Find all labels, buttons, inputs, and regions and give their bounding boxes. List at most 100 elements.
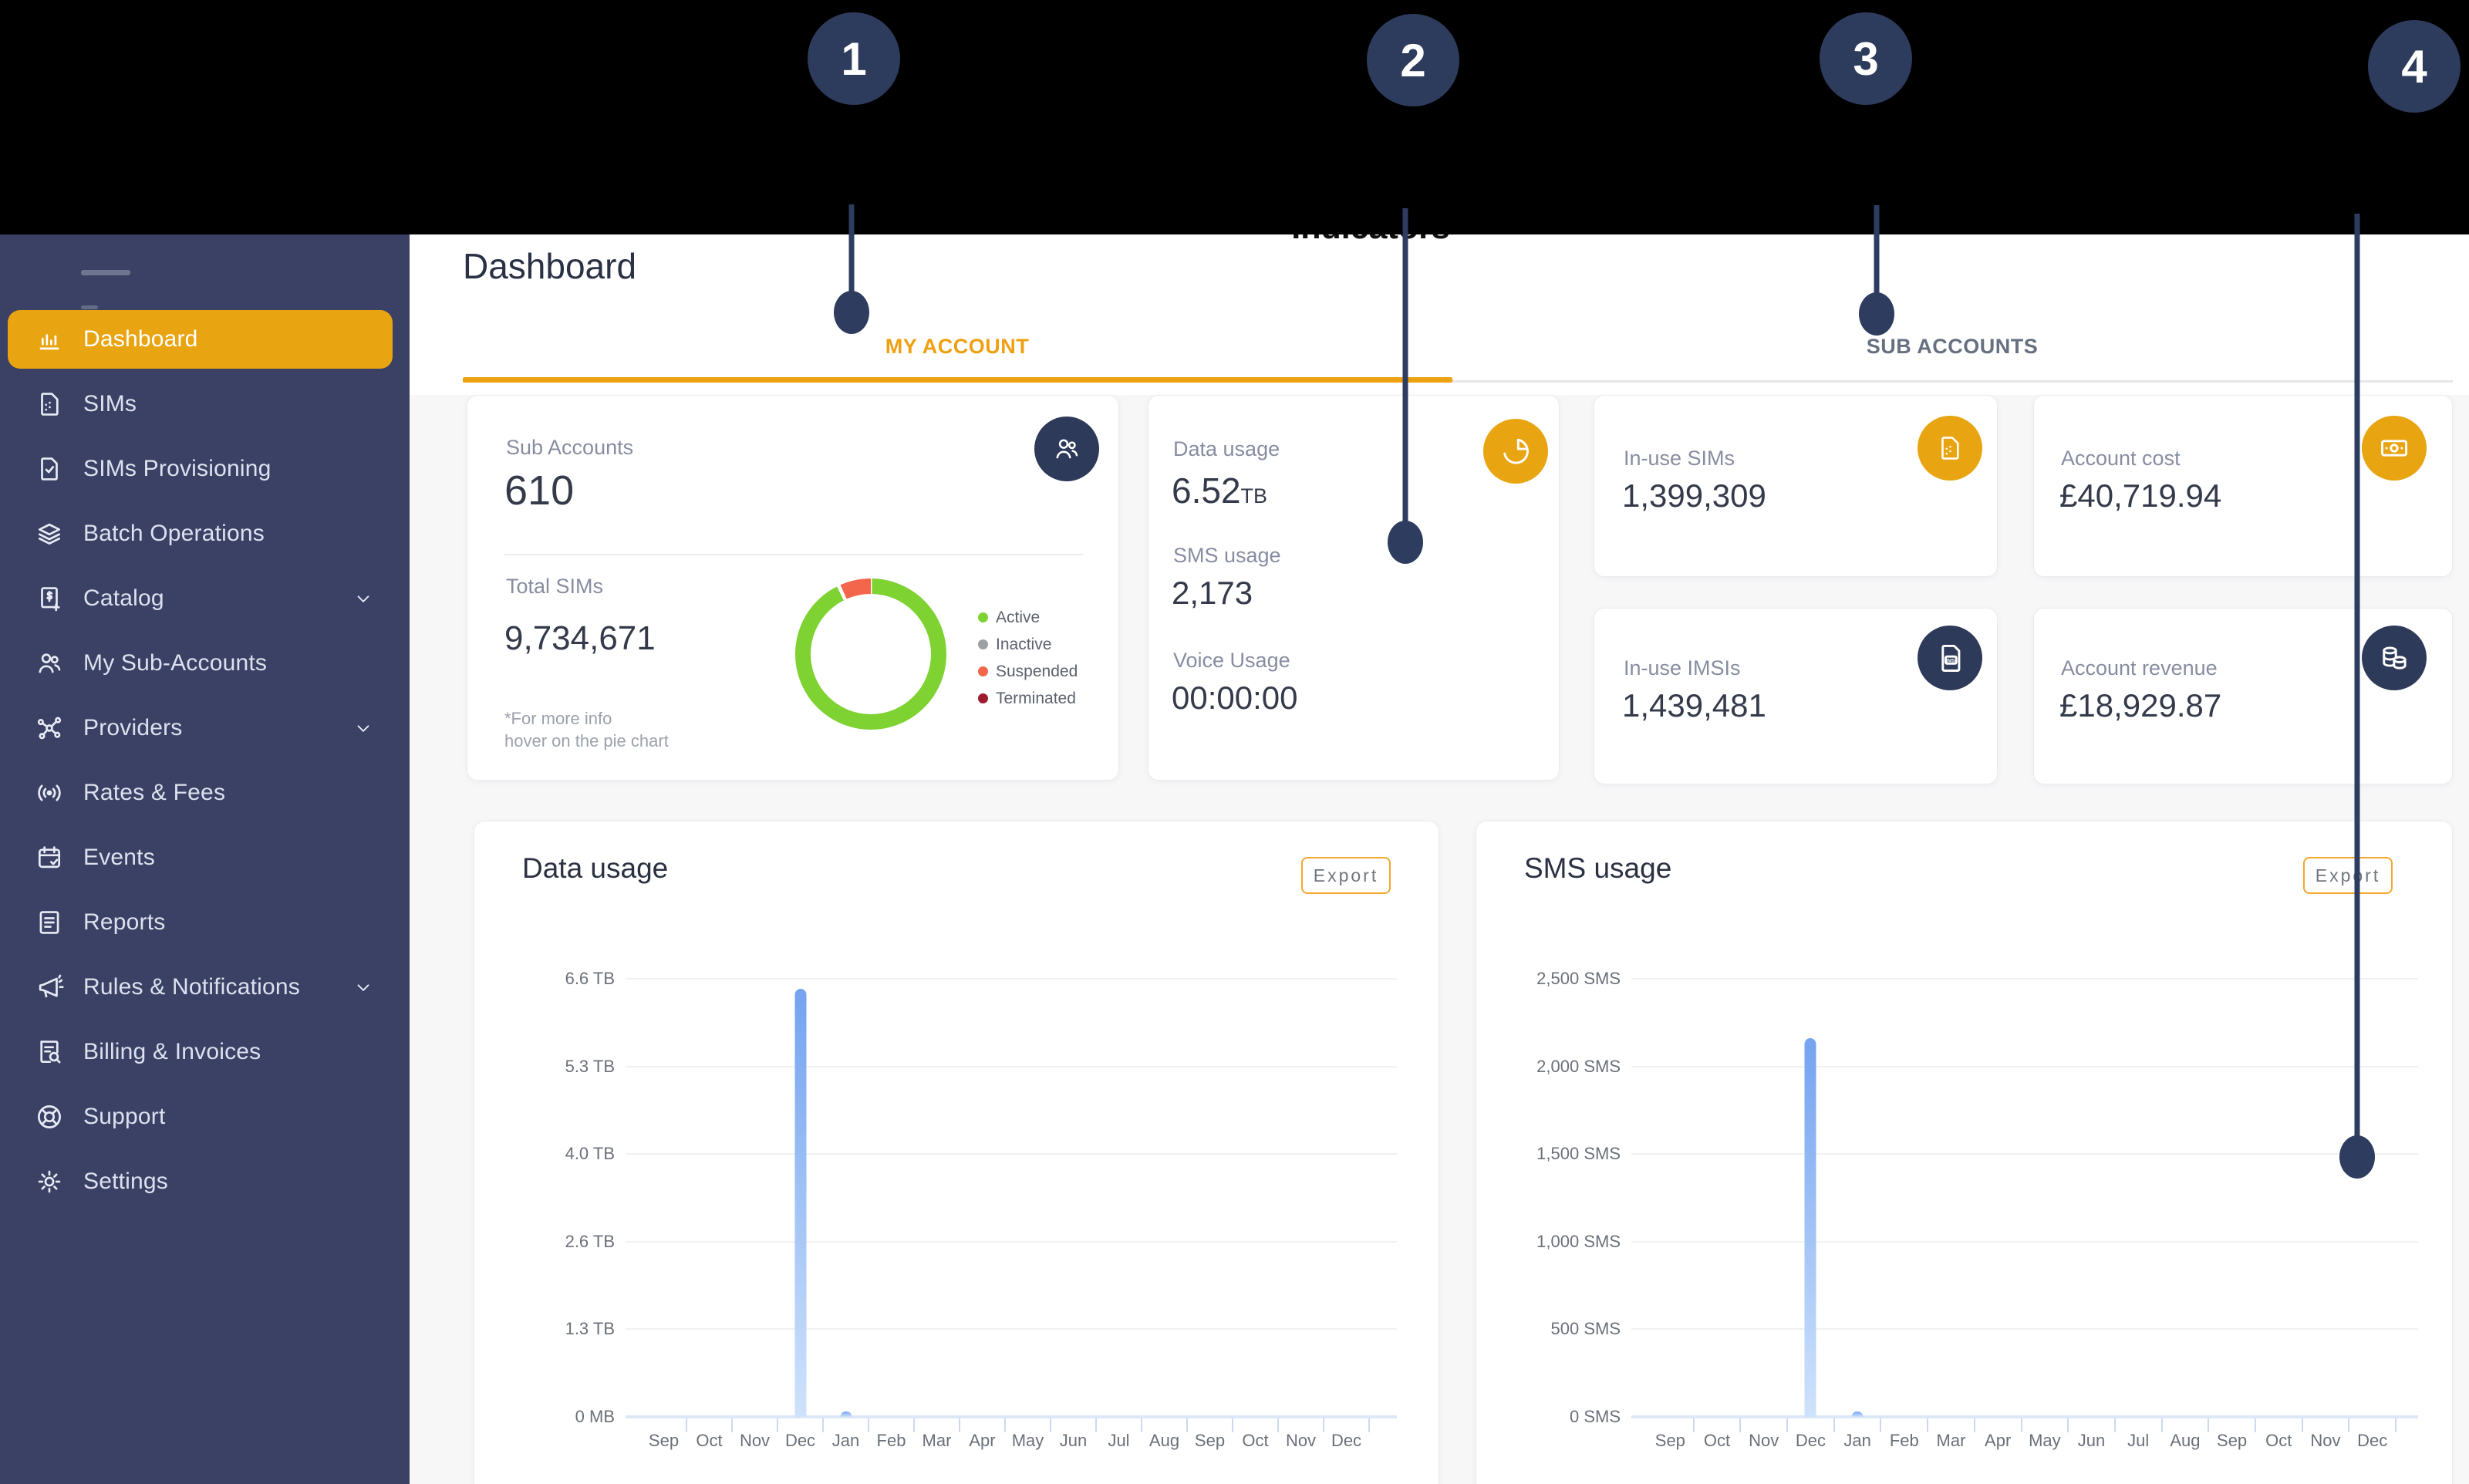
export-data-usage-button[interactable]: Export: [1301, 857, 1391, 894]
x-axis-label-dec-3: Dec: [784, 1431, 816, 1450]
invoice-search-icon: [34, 1037, 65, 1067]
sms-usage-label: SMS usage: [1173, 544, 1281, 567]
sidebar-item-label: Providers: [83, 715, 183, 740]
x-axis-tickmark: [2020, 1418, 2022, 1432]
bar-sms-usage-jan[interactable]: [1851, 1411, 1864, 1417]
x-axis-label-aug-11: Aug: [2170, 1431, 2201, 1450]
people-icon: [1034, 417, 1099, 481]
x-axis-tickmark: [1368, 1418, 1370, 1432]
legend-label: Suspended: [996, 662, 1078, 680]
x-axis-label-feb-5: Feb: [876, 1431, 906, 1450]
x-axis-label-jul-10: Jul: [1108, 1431, 1130, 1450]
sidebar-item-billing-invoices[interactable]: Billing & Invoices: [0, 1020, 410, 1084]
y-axis-tick-label: 1.3 TB: [565, 1319, 615, 1339]
sidebar-item-label: Settings: [83, 1169, 168, 1194]
svg-text:IMSI: IMSI: [1947, 658, 1957, 663]
x-axis-label-aug-11: Aug: [1148, 1431, 1180, 1450]
sidebar-item-events[interactable]: Events: [0, 825, 410, 890]
bar-sms-usage-dec[interactable]: [1804, 1038, 1816, 1417]
sidebar-item-label: Events: [83, 845, 155, 870]
sim-card-icon: [34, 389, 65, 420]
legend-item-active: Active: [978, 604, 1078, 631]
sidebar: Dashboard SIMs SIMs Provisioning Batch Oper…: [0, 234, 410, 1484]
export-sms-usage-button[interactable]: Export: [2303, 857, 2393, 894]
sidebar-item-sims[interactable]: SIMs: [0, 372, 410, 437]
in-use-imsis-label: In-use IMSIs: [1624, 656, 1741, 680]
x-axis-label-dec-3: Dec: [1795, 1431, 1826, 1450]
data-usage-value: 6.52TB: [1172, 470, 1268, 511]
legend-item-terminated: Terminated: [978, 685, 1078, 712]
pie-footnote: *For more info hover on the pie chart: [504, 709, 669, 750]
sub-accounts-value: 610: [504, 467, 575, 514]
legend-item-suspended: Suspended: [978, 658, 1078, 685]
bar-data-usage-dec[interactable]: [794, 988, 806, 1417]
chevron-down-icon: [353, 718, 373, 738]
sidebar-item-label: Reports: [83, 909, 166, 935]
x-axis-tickmark: [1141, 1418, 1142, 1432]
calendar-check-icon: [34, 842, 65, 873]
sidebar-item-catalog[interactable]: Catalog: [0, 566, 410, 631]
sidebar-item-rules-notifications[interactable]: Rules & Notifications: [0, 955, 410, 1020]
data-usage-bar-chart: 6.6 TB 5.3 TB 4.0 TB 2.6 TB 1.3 TB 0 MB Sep Oct…: [474, 821, 1439, 1484]
x-axis-label-may-8: May: [1011, 1431, 1044, 1450]
sidebar-item-label: Catalog: [83, 585, 164, 611]
x-axis-label-dec-15: Dec: [1331, 1431, 1362, 1450]
banknote-icon: [2362, 416, 2427, 481]
sidebar-item-rates-fees[interactable]: Rates & Fees: [0, 761, 410, 825]
x-axis-label-jun-9: Jun: [1059, 1431, 1088, 1450]
legend-dot: [978, 666, 988, 676]
chevron-down-icon: [353, 977, 373, 997]
tab-sub-accounts[interactable]: SUB ACCOUNTS: [1866, 335, 2039, 358]
x-axis-label-sep-0: Sep: [648, 1431, 680, 1450]
coins-icon: [2362, 626, 2427, 690]
x-axis-tickmark: [1927, 1418, 1929, 1432]
sidebar-item-providers[interactable]: Providers: [0, 696, 410, 761]
x-axis-tickmark: [1739, 1418, 1742, 1432]
x-axis-tickmark: [868, 1418, 869, 1432]
x-axis-tickmark: [822, 1418, 824, 1432]
sidebar-item-label: Support: [83, 1104, 166, 1129]
y-axis-tick-label: 2,000 SMS: [1536, 1056, 1621, 1076]
in-use-sims-label: In-use SIMs: [1624, 447, 1735, 470]
account-revenue-value: £18,929.87: [2059, 687, 2222, 723]
bar-data-usage-jan[interactable]: [840, 1411, 852, 1417]
x-axis-tickmark: [686, 1418, 687, 1432]
sidebar-item-support[interactable]: Support: [0, 1084, 410, 1149]
x-axis-label-mar-6: Mar: [922, 1431, 952, 1450]
gridline: [1631, 1065, 2418, 1067]
x-axis-label-oct-13: Oct: [2265, 1431, 2292, 1450]
in-use-sims-value: 1,399,309: [1622, 477, 1766, 514]
card-usage-summary: Data usage 6.52TB SMS usage 2,173 Voice …: [1148, 395, 1560, 781]
people-icon: [34, 648, 65, 679]
x-axis-tickmark: [1050, 1418, 1051, 1432]
card-sub-accounts: Sub Accounts 610 Total SIMs 9,734,671 *F…: [467, 395, 1119, 781]
page-title: Dashboard: [463, 246, 637, 286]
sidebar-item-settings[interactable]: Settings: [0, 1149, 410, 1214]
chart-card-data-usage: Data usage Export 6.6 TB 5.3 TB 4.0 TB 2.6 …: [474, 821, 1439, 1484]
x-axis-label-sep-0: Sep: [1654, 1431, 1685, 1450]
tab-my-account[interactable]: MY ACCOUNT: [885, 335, 1030, 358]
x-axis-label-oct-13: Oct: [1242, 1431, 1269, 1450]
account-cost-label: Account cost: [2061, 447, 2181, 470]
donut-legend: Active Inactive Suspended Terminated: [978, 604, 1078, 712]
card-account-cost: Account cost £40,719.94: [2033, 395, 2453, 577]
x-axis-tickmark: [2301, 1418, 2303, 1432]
card-divider: [504, 554, 1083, 555]
sidebar-item-label: SIMs Provisioning: [83, 456, 272, 481]
x-axis-line: [1631, 1415, 2418, 1418]
x-axis-tickmark: [1186, 1418, 1188, 1432]
y-axis-tick-label: 500 SMS: [1550, 1319, 1621, 1339]
sidebar-item-reports[interactable]: Reports: [0, 890, 410, 955]
x-axis-tickmark: [2113, 1418, 2116, 1432]
data-usage-chart-title: Data usage: [522, 852, 669, 884]
gridline: [626, 1328, 1397, 1331]
gear-icon: [34, 1166, 65, 1197]
sims-status-donut-chart[interactable]: [795, 578, 946, 730]
sidebar-item-sims-provisioning[interactable]: SIMs Provisioning: [0, 437, 410, 501]
sidebar-item-my-sub-accounts[interactable]: My Sub-Accounts: [0, 631, 410, 696]
sidebar-item-batch-operations[interactable]: Batch Operations: [0, 501, 410, 566]
card-in-use-imsis: In-use IMSIs 1,439,481 IMSI: [1594, 608, 1998, 784]
sidebar-item-dashboard[interactable]: Dashboard: [0, 307, 410, 372]
legend-dot: [978, 639, 988, 649]
